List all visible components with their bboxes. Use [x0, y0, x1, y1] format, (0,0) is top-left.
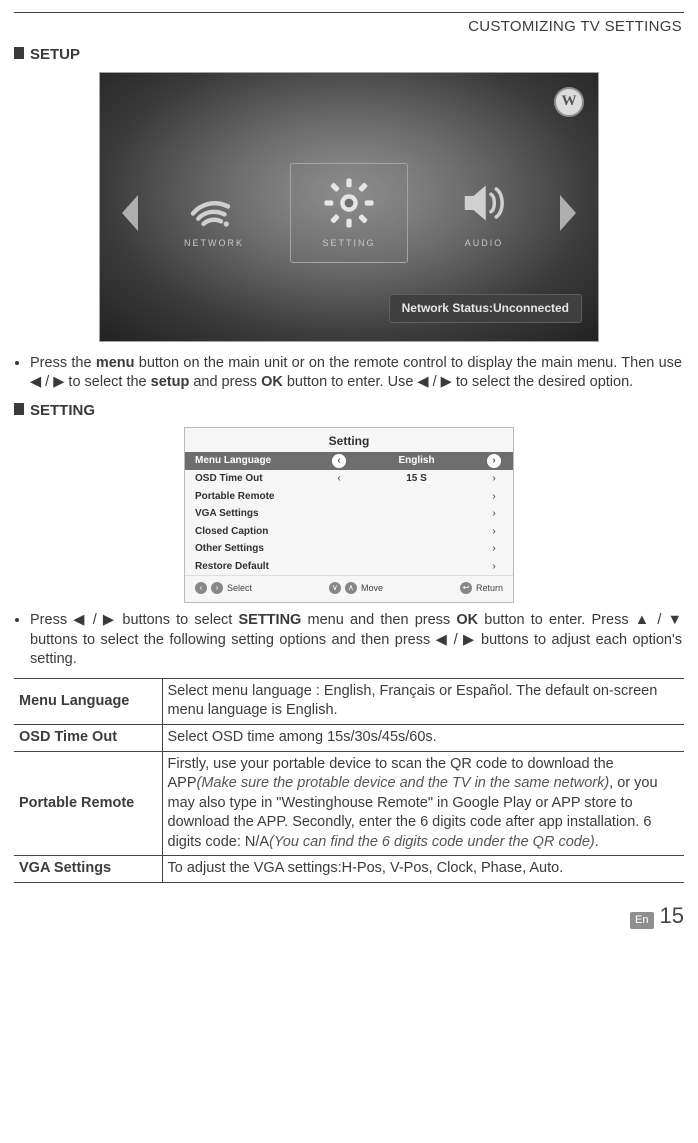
chevron-left-icon: ‹: [332, 454, 346, 468]
definition-key: Menu Language: [14, 678, 162, 724]
breadcrumb: CUSTOMIZING TV SETTINGS: [14, 17, 684, 37]
setting-instruction: Press ◀ / ▶ buttons to select SETTING me…: [16, 611, 682, 670]
chevron-up-icon: ∧: [345, 582, 357, 594]
setup-keyword: setup: [151, 374, 190, 390]
page-footer: En 15: [14, 901, 684, 931]
definition-text: Select OSD time among 15s/30s/45s/60s.: [162, 725, 684, 752]
definition-key: OSD Time Out: [14, 725, 162, 752]
tile-network: NETWORK: [160, 167, 268, 259]
settings-row-value: English: [348, 454, 485, 468]
settings-row: OSD Time Out‹15 S›: [185, 470, 513, 488]
settings-panel-title: Setting: [185, 428, 513, 452]
text: and press: [189, 374, 261, 390]
tile-audio: AUDIO: [430, 167, 538, 259]
text: (Make sure the protable device and the T…: [197, 775, 610, 791]
settings-panel-screenshot: Setting Menu Language‹English›OSD Time O…: [184, 427, 514, 603]
tile-audio-label: AUDIO: [465, 237, 504, 249]
nav-left-arrow-icon: [122, 195, 138, 231]
tile-setting: SETTING: [290, 163, 408, 263]
settings-definitions-table: Menu LanguageSelect menu language : Engl…: [14, 678, 684, 883]
menu-keyword: menu: [96, 355, 135, 371]
chevron-right-icon: ›: [485, 542, 503, 556]
definition-row: Portable RemoteFirstly, use your portabl…: [14, 751, 684, 856]
definition-key: Portable Remote: [14, 751, 162, 856]
footer-select: ‹ › Select: [195, 582, 252, 594]
settings-row-value: 15 S: [348, 472, 485, 486]
definition-text: Select menu language : English, Français…: [162, 678, 684, 724]
section-marker-icon: [14, 403, 24, 415]
tile-network-label: NETWORK: [184, 237, 244, 249]
ok-keyword: OK: [261, 374, 283, 390]
text: button to enter. Use ◀ / ▶ to select the…: [283, 374, 633, 390]
chevron-right-icon: ›: [485, 525, 503, 539]
setup-heading: SETUP: [14, 45, 684, 65]
gear-icon: [321, 175, 377, 231]
network-status-badge: Network Status:Unconnected: [389, 294, 582, 322]
page-number: 15: [660, 901, 684, 931]
settings-row-label: VGA Settings: [195, 507, 330, 521]
definition-row: Menu LanguageSelect menu language : Engl…: [14, 678, 684, 724]
chevron-left-icon: ‹: [195, 582, 207, 594]
footer-return-label: Return: [476, 582, 503, 594]
network-icon: [186, 175, 242, 231]
footer-select-label: Select: [227, 582, 252, 594]
definition-text: To adjust the VGA settings:H-Pos, V-Pos,…: [162, 856, 684, 883]
text: Press the: [30, 355, 96, 371]
ok-keyword: OK: [456, 612, 478, 628]
chevron-right-icon: ›: [211, 582, 223, 594]
setting-heading: SETTING: [14, 401, 684, 421]
section-marker-icon: [14, 47, 24, 59]
definition-row: OSD Time OutSelect OSD time among 15s/30…: [14, 725, 684, 752]
settings-row-label: Other Settings: [195, 542, 330, 556]
definition-text: Firstly, use your portable device to sca…: [162, 751, 684, 856]
settings-row-label: Closed Caption: [195, 525, 330, 539]
return-icon: ↩: [460, 582, 472, 594]
settings-row: Menu Language‹English›: [185, 452, 513, 470]
text: .: [595, 834, 599, 850]
settings-panel-footer: ‹ › Select ∨ ∧ Move ↩ Return: [185, 575, 513, 602]
chevron-down-icon: ∨: [329, 582, 341, 594]
settings-row-label: Restore Default: [195, 560, 330, 574]
text: (You can find the 6 digits code under th…: [269, 834, 595, 850]
setting-keyword: SETTING: [238, 612, 301, 628]
language-pill: En: [630, 912, 653, 929]
nav-right-arrow-icon: [560, 195, 576, 231]
tile-setting-label: SETTING: [322, 237, 375, 249]
speaker-icon: [456, 175, 512, 231]
settings-row-label: Menu Language: [195, 454, 330, 468]
footer-return: ↩ Return: [460, 582, 503, 594]
settings-row: Other Settings ›: [185, 540, 513, 558]
text: menu and then press: [301, 612, 456, 628]
chevron-right-icon: ›: [485, 507, 503, 521]
footer-move: ∨ ∧ Move: [329, 582, 383, 594]
settings-row-label: Portable Remote: [195, 490, 330, 504]
settings-row: Restore Default ›: [185, 558, 513, 576]
setup-heading-text: SETUP: [30, 46, 80, 63]
brand-logo-icon: W: [554, 87, 584, 117]
setting-heading-text: SETTING: [30, 402, 95, 419]
settings-row: VGA Settings ›: [185, 505, 513, 523]
chevron-right-icon: ›: [485, 490, 503, 504]
footer-move-label: Move: [361, 582, 383, 594]
settings-row: Portable Remote ›: [185, 488, 513, 506]
chevron-right-icon: ›: [487, 454, 501, 468]
text: Press ◀ / ▶ buttons to select: [30, 612, 238, 628]
definition-row: VGA SettingsTo adjust the VGA settings:H…: [14, 856, 684, 883]
settings-row: Closed Caption ›: [185, 523, 513, 541]
definition-key: VGA Settings: [14, 856, 162, 883]
chevron-left-icon: ‹: [330, 472, 348, 486]
setup-osd-screenshot: W NETWORK: [99, 72, 599, 342]
chevron-right-icon: ›: [485, 560, 503, 574]
chevron-right-icon: ›: [485, 472, 503, 486]
settings-row-label: OSD Time Out: [195, 472, 330, 486]
setup-instruction: Press the menu button on the main unit o…: [16, 354, 682, 393]
